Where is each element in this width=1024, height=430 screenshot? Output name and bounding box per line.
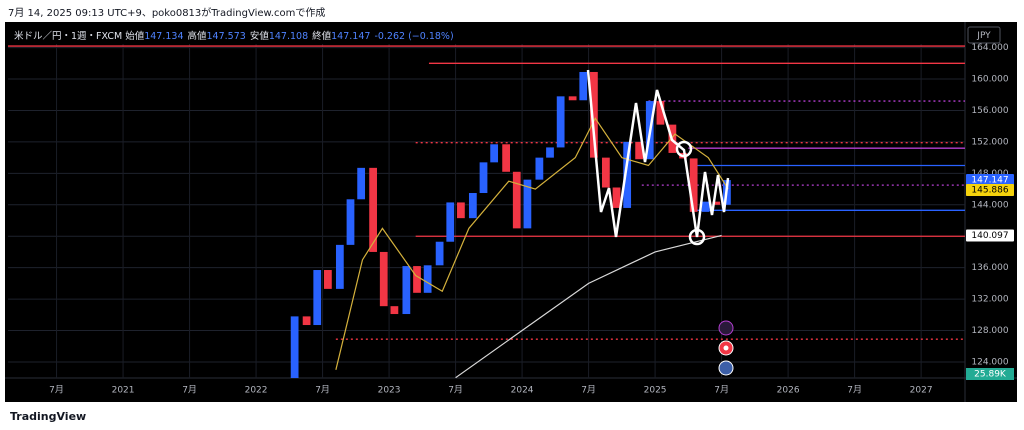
symbol: 米ドル／円・1週・FXCM <box>14 31 123 42</box>
currency-box <box>967 26 1001 44</box>
x-tick-label: 7月 <box>847 385 862 396</box>
event-icon <box>718 320 734 336</box>
footer-brand: TradingView <box>10 410 87 423</box>
moving-average <box>455 234 722 378</box>
price-label: 145.886 <box>971 185 1008 195</box>
candle <box>402 266 411 315</box>
pattern-drawing <box>586 69 730 238</box>
y-tick-label: 152.000 <box>971 137 1008 147</box>
ohlc-value: 147.108 <box>268 31 309 42</box>
x-tick-label: 7月 <box>49 385 64 396</box>
candle <box>324 270 332 289</box>
volume-label: 25.89K <box>974 370 1007 380</box>
x-tick-label: 2023 <box>378 386 401 396</box>
candle <box>423 265 432 293</box>
change-percent: (−0.18%) <box>408 31 454 42</box>
x-tick-label: 7月 <box>714 385 729 396</box>
x-tick-label: 7月 <box>581 385 596 396</box>
ohlc-value: 147.573 <box>206 31 246 42</box>
x-tick-label: 7月 <box>448 385 463 396</box>
marker-circle <box>688 228 706 246</box>
candle <box>612 187 621 208</box>
candle <box>623 141 632 208</box>
candle <box>689 158 698 212</box>
y-tick-label: 160.000 <box>971 75 1008 85</box>
legend: 米ドル／円・1週・FXCM 始値147.134 高値147.573 安値147.10… <box>14 28 454 42</box>
candle <box>369 167 377 252</box>
x-tick-label: 2026 <box>777 386 800 396</box>
candle <box>290 316 299 378</box>
event-icon <box>723 345 729 351</box>
ohlc-label: 安値 <box>249 31 269 42</box>
x-tick-label: 2027 <box>910 386 933 396</box>
x-tick-label: 7月 <box>182 385 197 396</box>
price-label: 140.097 <box>971 231 1008 241</box>
candle <box>446 202 455 242</box>
candle <box>701 201 710 212</box>
event-icon <box>718 360 734 376</box>
price-label-box <box>966 229 1014 242</box>
marker-circle <box>675 140 693 158</box>
change: -0.262 <box>374 31 406 42</box>
candle <box>601 157 610 188</box>
candle <box>379 251 388 307</box>
candle <box>468 193 477 219</box>
ohlc-value: 147.134 <box>144 31 184 42</box>
volume-label-box <box>966 368 1014 380</box>
moving-average <box>335 117 729 370</box>
candle <box>457 202 465 219</box>
candle <box>313 270 322 326</box>
candle <box>579 71 588 101</box>
candle <box>523 179 532 229</box>
candle <box>568 96 577 101</box>
price-label-box <box>966 183 1014 196</box>
candle <box>357 167 366 200</box>
candle <box>502 144 510 172</box>
price-label: 147.147 <box>971 176 1008 186</box>
candle <box>490 144 499 163</box>
candle <box>712 201 721 205</box>
candle <box>413 266 421 293</box>
candle <box>390 306 399 315</box>
x-tick-label: 2025 <box>644 386 667 396</box>
y-tick-label: 164.000 <box>971 43 1008 53</box>
y-tick-label: 128.000 <box>971 326 1008 336</box>
y-tick-label: 136.000 <box>971 263 1008 273</box>
candle <box>435 241 444 266</box>
caption: 7月 14, 2025 09:13 UTC+9、poko0813がTrading… <box>8 8 326 19</box>
y-tick-label: 156.000 <box>971 106 1008 116</box>
candle <box>556 96 565 148</box>
candle <box>302 316 311 326</box>
y-tick-label: 124.000 <box>971 357 1008 367</box>
candle <box>656 101 665 125</box>
candle <box>635 141 644 160</box>
ohlc-label: 高値 <box>187 31 207 42</box>
drawings <box>586 69 734 376</box>
y-tick-label: 148.000 <box>971 169 1008 179</box>
x-tick-label: 2024 <box>511 386 534 396</box>
candle <box>546 147 554 158</box>
x-tick-label: 7月 <box>315 385 330 396</box>
y-tick-label: 144.000 <box>971 200 1008 210</box>
candle <box>479 162 488 194</box>
candle <box>335 244 344 289</box>
ohlc-label: 終値 <box>312 31 332 42</box>
ohlc-label: 始値 <box>125 31 145 42</box>
currency: JPY <box>976 31 991 41</box>
x-tick-label: 2022 <box>245 386 268 396</box>
ohlc-value: 147.147 <box>331 31 371 42</box>
candle <box>590 71 598 158</box>
x-tick-label: 2021 <box>112 386 135 396</box>
candle <box>512 171 521 229</box>
candle <box>535 157 544 180</box>
candle <box>346 199 355 245</box>
y-tick-label: 132.000 <box>971 295 1008 305</box>
plot-area <box>8 44 965 378</box>
